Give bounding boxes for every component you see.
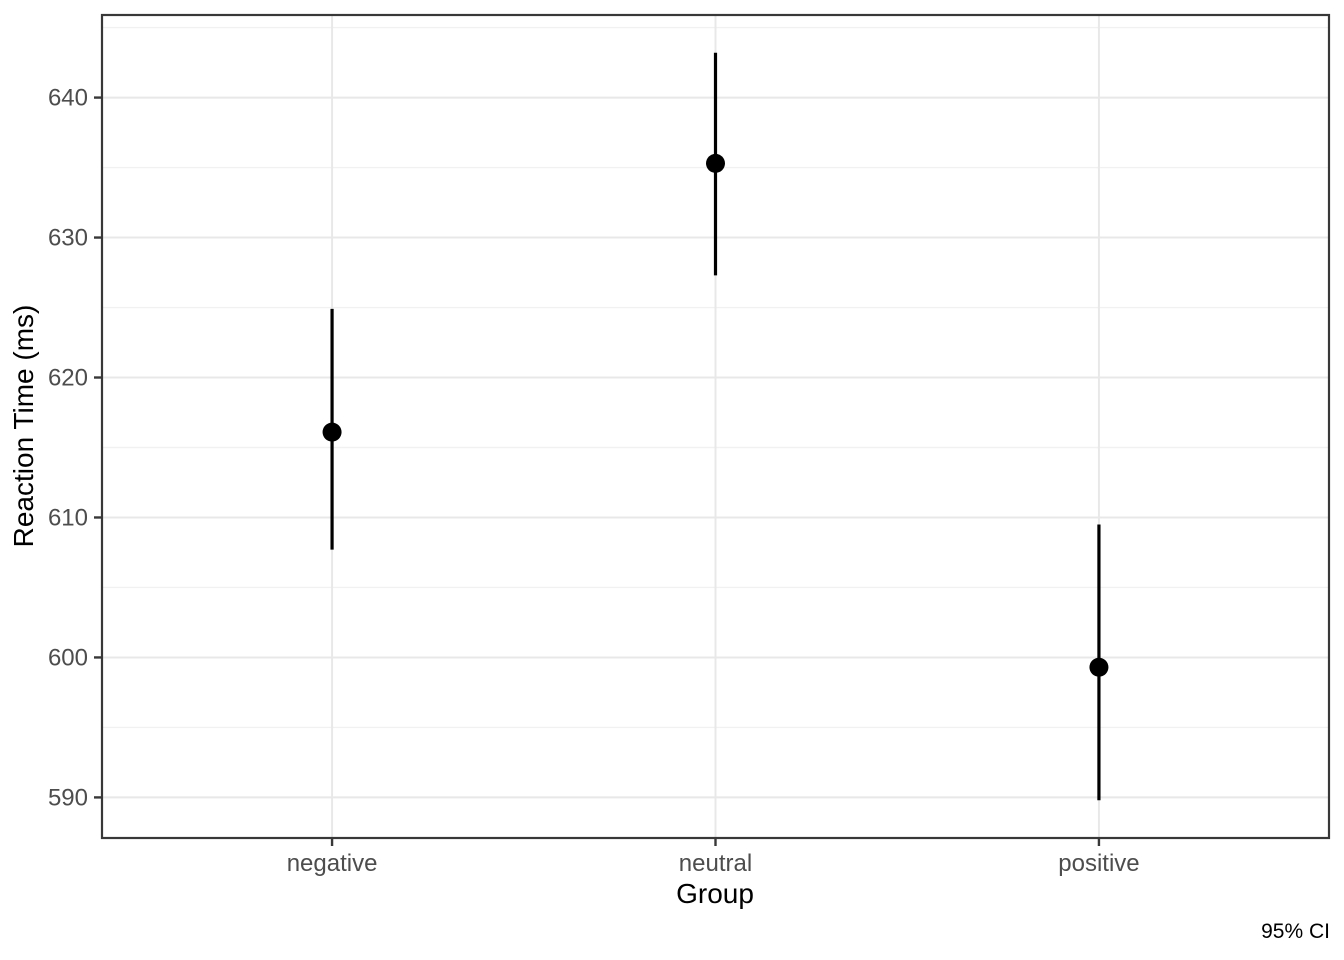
y-tick-label: 640 (48, 85, 88, 112)
y-tick-label: 610 (48, 504, 88, 531)
x-tick-label: neutral (679, 850, 752, 877)
x-axis-title: Group (676, 878, 754, 909)
ci-caption: 95% CI (1261, 920, 1330, 943)
panel-border (100, 13, 1331, 840)
y-axis-title: Reaction Time (ms) (8, 304, 39, 548)
mean-point-negative (322, 422, 342, 442)
x-tick-label: positive (1058, 850, 1139, 877)
y-tick-label: 630 (48, 225, 88, 252)
y-tick-label: 590 (48, 784, 88, 811)
y-tick-label: 620 (48, 365, 88, 392)
mean-point-positive (1089, 657, 1109, 677)
mean-point-neutral (706, 153, 725, 173)
x-tick-label: negative (287, 850, 378, 877)
y-tick-label: 600 (48, 644, 88, 671)
